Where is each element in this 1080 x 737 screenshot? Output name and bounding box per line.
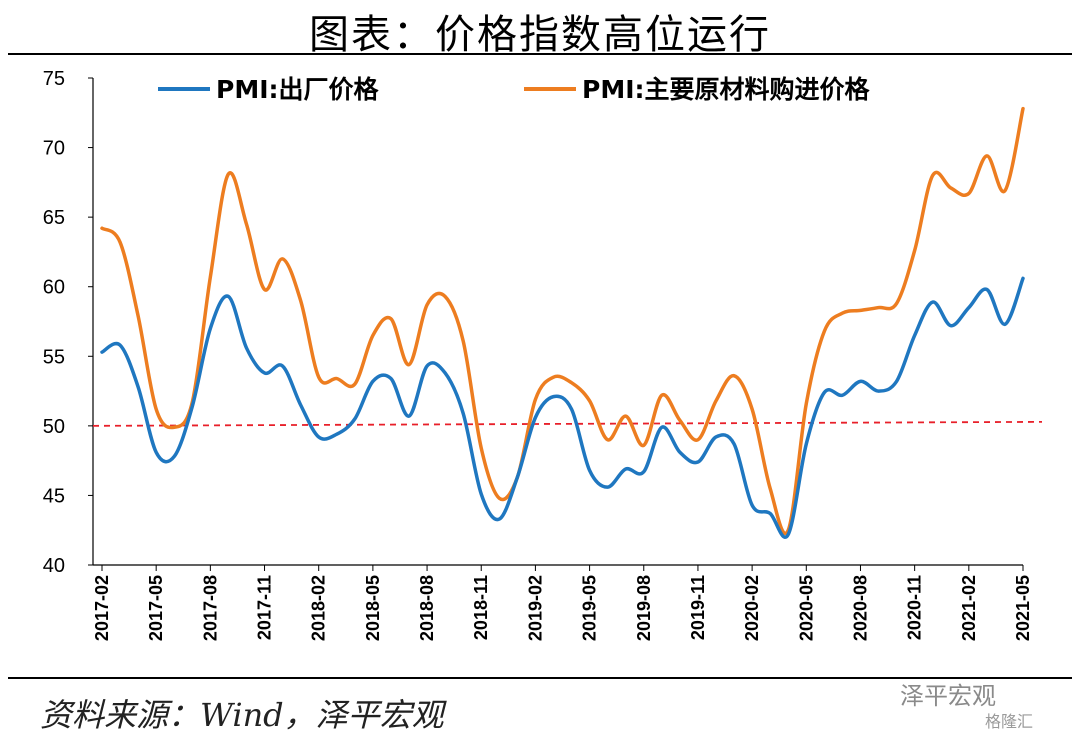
footer-rule xyxy=(8,677,1072,679)
x-tick-label: 2019-11 xyxy=(688,575,708,640)
x-tick-label: 2017-11 xyxy=(255,575,275,640)
y-tick-label: 75 xyxy=(43,68,65,90)
x-tick-label: 2020-08 xyxy=(850,575,870,641)
x-tick-label: 2019-02 xyxy=(525,575,545,641)
line-chart: 40 45 50 55 60 65 70 75 2017-02 2017-05 2017-08 201… xyxy=(43,68,1043,641)
x-tick-label: 2018-02 xyxy=(309,575,329,641)
watermark: 泽平宏观 xyxy=(900,682,996,710)
chart-title: 图表：价格指数高位运行 xyxy=(309,12,771,58)
series-line-1 xyxy=(100,106,1025,535)
x-tick-label: 2018-08 xyxy=(417,575,437,641)
x-tick-label: 2018-05 xyxy=(363,575,383,641)
x-tick-label: 2020-11 xyxy=(905,575,925,640)
reference-line-50 xyxy=(92,420,1043,427)
x-tick-label: 2018-11 xyxy=(471,575,491,640)
y-tick-label: 45 xyxy=(43,485,65,507)
y-tick-label: 65 xyxy=(43,207,65,229)
legend-label-0: PMI:出厂价格 xyxy=(216,75,380,104)
y-tick-label: 40 xyxy=(43,555,65,577)
x-tick-label: 2020-05 xyxy=(796,575,816,641)
x-tick-label: 2019-05 xyxy=(580,575,600,641)
x-tick-label: 2017-02 xyxy=(92,575,112,641)
x-tick-label: 2021-05 xyxy=(1013,575,1033,641)
y-tick-label: 50 xyxy=(43,416,65,438)
x-tick-label: 2017-08 xyxy=(200,575,220,641)
x-tick-label: 2017-05 xyxy=(146,575,166,641)
y-tick-label: 60 xyxy=(43,277,65,299)
legend-label-1: PMI:主要原材料购进价格 xyxy=(582,75,871,104)
x-tick-label: 2020-02 xyxy=(742,575,762,641)
source-note: 资料来源：Wind，泽平宏观 xyxy=(40,696,444,734)
y-tick-label: 70 xyxy=(43,138,65,160)
series-line-0 xyxy=(100,276,1025,539)
watermark-secondary: 格隆汇 xyxy=(985,712,1034,731)
y-tick-label: 55 xyxy=(43,346,65,368)
x-tick-label: 2021-02 xyxy=(959,575,979,641)
title-rule xyxy=(8,53,1072,55)
x-tick-label: 2019-08 xyxy=(634,575,654,641)
